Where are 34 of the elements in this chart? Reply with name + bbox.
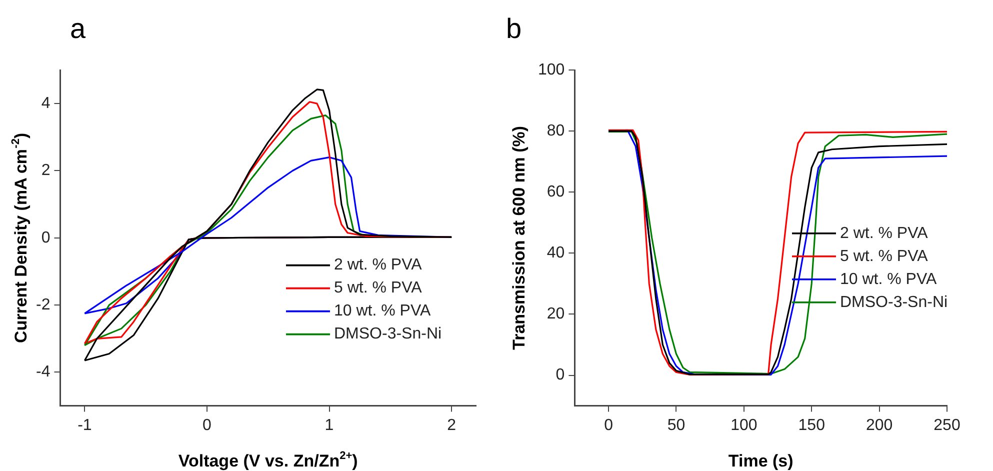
x-tick-label: -1 (78, 416, 92, 434)
x-tick-label: 2 (447, 416, 456, 434)
y-tick-label: -2 (36, 296, 50, 314)
x-tick-label: 0 (604, 416, 614, 434)
x-tick-label: 0 (202, 416, 212, 434)
x-tick-label: 250 (934, 416, 960, 434)
y-tick-label: 80 (546, 122, 565, 140)
legend-label: 10 wt. % PVA (840, 270, 937, 288)
chart-title: a (70, 13, 86, 44)
y-tick-label: 0 (41, 229, 50, 246)
x-tick-label: 50 (667, 416, 686, 434)
y-tick-label: -4 (36, 364, 50, 381)
y-tick-label: 60 (546, 184, 565, 201)
legend-label: 5 wt. % PVA (334, 280, 422, 297)
y-tick-label: 4 (41, 94, 50, 112)
x-tick-label: 200 (866, 416, 893, 434)
x-tick-label: 1 (324, 416, 334, 434)
y-tick-label: 20 (546, 306, 565, 323)
y-tick-label: 40 (546, 244, 565, 262)
legend-label: DMSO-3-Sn-Ni (334, 326, 442, 343)
x-tick-label: 100 (730, 416, 758, 434)
legend-label: 10 wt. % PVA (334, 302, 431, 320)
y-tick-label: 100 (538, 61, 565, 78)
x-tick-label: 150 (798, 416, 826, 434)
y-tick-label: 0 (556, 366, 565, 384)
y-tick-label: 2 (41, 162, 50, 180)
legend-label: 2 wt. % PVA (840, 224, 928, 242)
legend-label: 5 wt. % PVA (840, 248, 928, 265)
x-axis-title: Time (s) (728, 452, 794, 471)
y-axis-title: Current Density (mA cm-2) (10, 132, 31, 343)
y-axis-title: Transmission at 600 nm (%) (510, 126, 529, 350)
legend-label: DMSO-3-Sn-Ni (840, 294, 948, 311)
chart-title: b (506, 13, 522, 44)
legend-label: 2 wt. % PVA (334, 256, 422, 274)
